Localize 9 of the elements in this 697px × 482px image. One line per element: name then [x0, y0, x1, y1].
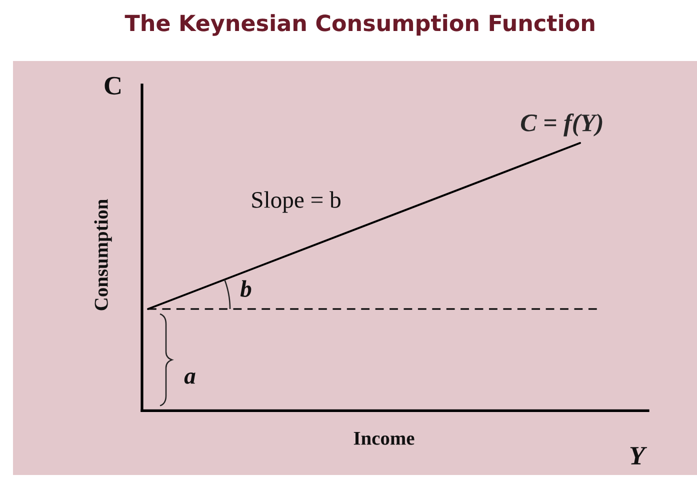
y-axis-title: Consumption [94, 199, 112, 310]
x-axis-title: Income [354, 432, 414, 445]
annotation: a [184, 372, 196, 384]
annotation: b [240, 280, 252, 297]
series-label: C = f(Y) [520, 113, 602, 136]
chart-title: The Keynesian Consumption Function [124, 14, 594, 36]
text: Y [630, 447, 648, 464]
text: C [104, 76, 121, 95]
annotation: Slope = b [252, 191, 340, 213]
